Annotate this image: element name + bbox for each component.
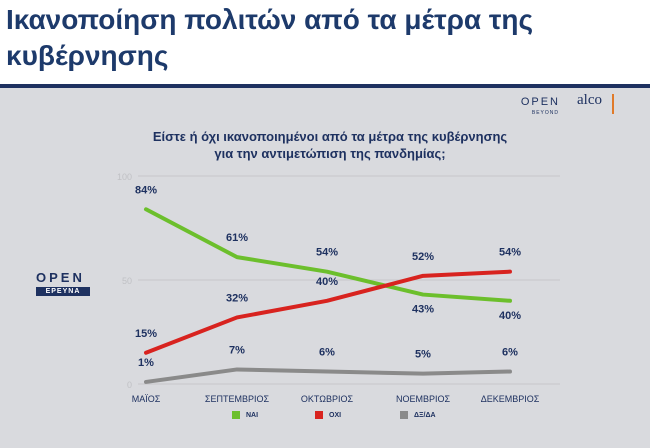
legend-label: ΝΑΙ bbox=[246, 411, 259, 419]
data-label: 1% bbox=[138, 357, 154, 369]
data-label: 40% bbox=[316, 276, 338, 288]
series-line-1 bbox=[144, 269, 512, 355]
legend-entry: ΟΧΙ bbox=[315, 411, 341, 419]
x-tick-label: ΟΚΤΩΒΡΙΟΣ bbox=[301, 394, 354, 404]
legend-swatch bbox=[315, 411, 323, 419]
y-tick-label: 0 bbox=[127, 380, 132, 390]
legend-entry: ΔΞ/ΔΑ bbox=[400, 411, 436, 419]
series-line-0 bbox=[144, 207, 512, 303]
x-tick-label: ΣΕΠΤΕΜΒΡΙΟΣ bbox=[205, 394, 270, 404]
legend-swatch bbox=[232, 411, 240, 419]
open-erevna-logo: OPEN ΕΡΕΥΝΑ bbox=[36, 270, 90, 296]
y-tick-label: 50 bbox=[122, 276, 132, 286]
data-label: 5% bbox=[415, 349, 431, 361]
legend-entry: ΝΑΙ bbox=[232, 411, 258, 419]
data-label: 6% bbox=[319, 347, 335, 359]
beyond-tagline: BEYOND bbox=[531, 110, 559, 116]
legend-label: ΔΞ/ΔΑ bbox=[414, 411, 436, 419]
data-label: 43% bbox=[412, 304, 434, 316]
data-label: 40% bbox=[499, 310, 521, 322]
x-tick-label: ΝΟΕΜΒΡΙΟΣ bbox=[396, 394, 451, 404]
headline: Ικανοποίηση πολιτών από τα μέτρα της κυβ… bbox=[6, 4, 534, 71]
open-logo-word: OPEN bbox=[36, 270, 85, 285]
open-logo-sub: ΕΡΕΥΝΑ bbox=[36, 287, 90, 296]
data-label: 54% bbox=[499, 247, 521, 259]
data-label: 7% bbox=[229, 344, 245, 356]
chart-panel: OPEN BEYOND alco Είστε ή όχι ικανοποιημέ… bbox=[0, 84, 650, 448]
y-tick-label: 100 bbox=[117, 172, 132, 182]
line-chart: 0 50 100 ΜΑΪΟΣ ΣΕΠΤΕΜΒΡΙΟΣ ΟΚΤΩΒΡΙΟΣ ΝΟΕΜΒΡΙΟΣ… bbox=[117, 172, 560, 404]
x-tick-label: ΔΕΚΕΜΒΡΙΟΣ bbox=[481, 394, 540, 404]
panel-top-bar bbox=[0, 84, 650, 88]
alco-brand-logo: alco bbox=[577, 92, 602, 108]
data-label: 52% bbox=[412, 251, 434, 263]
data-label: 15% bbox=[135, 328, 157, 340]
data-label: 54% bbox=[316, 247, 338, 259]
data-label: 6% bbox=[502, 347, 518, 359]
chart-question-line-2: για την αντιμετώπιση της πανδημίας; bbox=[214, 146, 446, 161]
open-brand-logo: OPEN bbox=[520, 96, 560, 108]
data-label: 61% bbox=[226, 232, 248, 244]
data-label: 84% bbox=[135, 184, 157, 196]
legend-swatch bbox=[400, 411, 408, 419]
legend-label: ΟΧΙ bbox=[329, 411, 342, 419]
data-label: 32% bbox=[226, 292, 248, 304]
brand-separator bbox=[612, 94, 614, 114]
chart-question-line-1: Είστε ή όχι ικανοποιημένοι από τα μέτρα … bbox=[152, 129, 508, 144]
x-tick-label: ΜΑΪΟΣ bbox=[132, 394, 161, 404]
series-line-2 bbox=[144, 367, 512, 384]
